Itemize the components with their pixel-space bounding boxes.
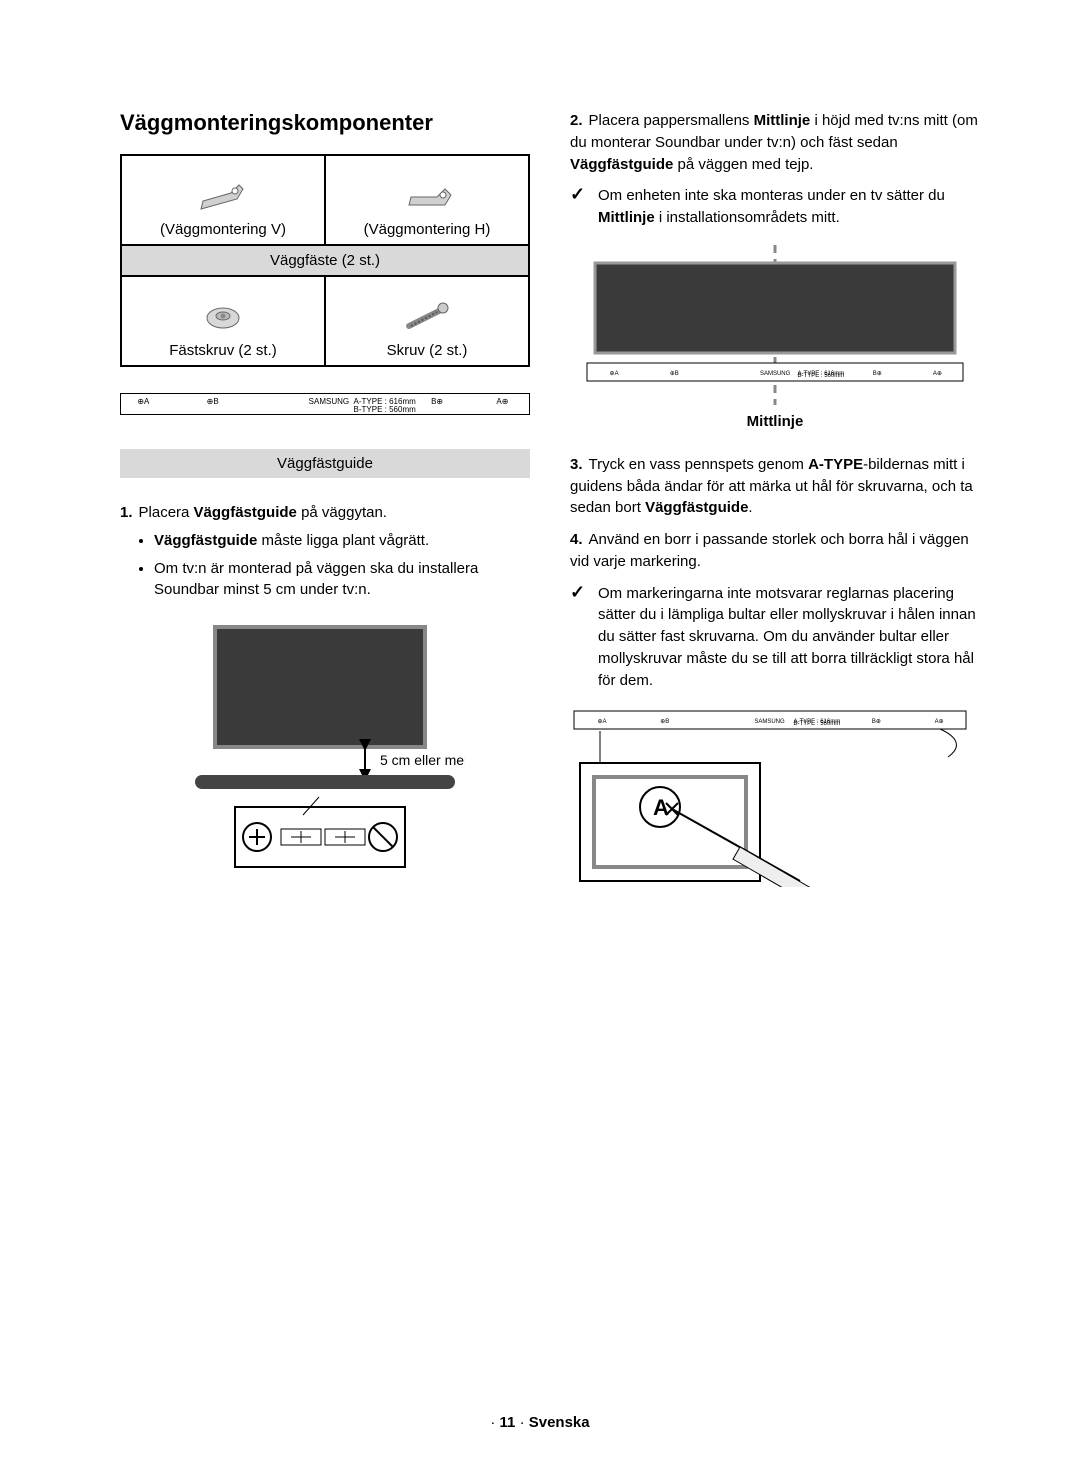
right-column: 2.Placera pappersmallens Mittlinje i höj…: [570, 110, 980, 895]
svg-text:SAMSUNG: SAMSUNG: [754, 719, 785, 725]
svg-text:A⊕: A⊕: [933, 371, 942, 377]
screw-icon: [397, 296, 457, 336]
guide-mark: B-TYPE : 560mm: [354, 405, 416, 414]
step-number: 1.: [120, 504, 133, 521]
page-footer: · 11 · Svenska: [0, 1414, 1080, 1431]
step-text: Placera pappersmallens Mittlinje i höjd …: [570, 112, 978, 173]
step-number: 3.: [570, 456, 583, 473]
step-3: 3.Tryck en vass pennspets genom A-TYPE-b…: [570, 454, 980, 519]
step-2: 2.Placera pappersmallens Mittlinje i höj…: [570, 110, 980, 175]
guide-strip-label: Väggfästguide: [120, 449, 530, 478]
check-note-2: ✓ Om markeringarna inte motsvarar reglar…: [570, 583, 980, 692]
step-text: Tryck en vass pennspets genom A-TYPE-bil…: [570, 456, 973, 517]
svg-text:B⊕: B⊕: [872, 719, 881, 725]
component-label: Fästskruv (2 st.): [169, 342, 277, 359]
step-list-right-top: 2.Placera pappersmallens Mittlinje i höj…: [570, 110, 980, 175]
figure-mittlinje: ⊕A⊕BSAMSUNGA-TYPE : 616mmB-TYPE : 560mmB…: [570, 245, 980, 405]
component-cell-fastskruv: Fästskruv (2 st.): [121, 276, 325, 366]
guide-mark: SAMSUNG: [309, 397, 349, 406]
washer-screw-icon: [193, 296, 253, 336]
svg-text:SAMSUNG: SAMSUNG: [760, 371, 791, 377]
step-1: 1. Placera Väggfästguide på väggytan. Väg…: [120, 502, 530, 601]
guide-mark: ⊕A: [137, 397, 149, 406]
component-label: Skruv (2 st.): [387, 342, 468, 359]
component-cell-skruv: Skruv (2 st.): [325, 276, 529, 366]
check-text: Om enheten inte ska monteras under en tv…: [598, 185, 980, 229]
bracket-h-icon: [397, 175, 457, 215]
components-header: Väggfäste (2 st.): [121, 245, 529, 276]
guide-mark: ⊕B: [207, 397, 219, 406]
step-number: 2.: [570, 112, 583, 129]
svg-text:B-TYPE : 560mm: B-TYPE : 560mm: [798, 373, 845, 379]
figure-caption: Mittlinje: [570, 413, 980, 430]
check-icon: ✓: [570, 185, 588, 229]
step-text: Använd en borr i passande storlek och bo…: [570, 531, 969, 570]
check-icon: ✓: [570, 583, 588, 692]
svg-text:⊕A: ⊕A: [598, 719, 607, 725]
component-cell-mount-v: (Väggmontering V): [121, 155, 325, 245]
step-4: 4.Använd en borr i passande storlek och …: [570, 529, 980, 573]
svg-text:A⊕: A⊕: [935, 719, 944, 725]
svg-text:⊕A: ⊕A: [610, 371, 619, 377]
step-bullet: Väggfästguide måste ligga plant vågrätt.: [154, 530, 530, 552]
component-cell-mount-h: (Väggmontering H): [325, 155, 529, 245]
svg-text:B-TYPE : 560mm: B-TYPE : 560mm: [794, 721, 841, 727]
page-columns: Väggmonteringskomponenter (Väggmontering…: [120, 110, 980, 895]
step-text: Placera Väggfästguide på väggytan.: [139, 504, 387, 521]
bracket-v-icon: [193, 175, 253, 215]
svg-text:A: A: [653, 795, 669, 820]
check-note-1: ✓ Om enheten inte ska monteras under en …: [570, 185, 980, 229]
svg-text:⊕B: ⊕B: [660, 719, 669, 725]
svg-text:⊕B: ⊕B: [670, 371, 679, 377]
left-column: Väggmonteringskomponenter (Väggmontering…: [120, 110, 530, 895]
svg-text:B⊕: B⊕: [873, 371, 882, 377]
component-label: (Väggmontering H): [364, 221, 491, 238]
step-number: 4.: [570, 531, 583, 548]
step-list-right-mid: 3.Tryck en vass pennspets genom A-TYPE-b…: [570, 454, 980, 573]
components-table: (Väggmontering V) (Väggmontering H) Vägg…: [120, 154, 530, 367]
step-bullet: Om tv:n är monterad på väggen ska du ins…: [154, 558, 530, 602]
check-text: Om markeringarna inte motsvarar reglarna…: [598, 583, 980, 692]
fig-label: 5 cm eller mer: [380, 752, 465, 768]
guide-mark: B⊕: [431, 397, 443, 406]
component-label: (Väggmontering V): [160, 221, 286, 238]
guide-strip: ⊕A⊕BSAMSUNGA-TYPE : 616mmB-TYPE : 560mmB…: [120, 393, 530, 415]
step-list-left: 1. Placera Väggfästguide på väggytan. Väg…: [120, 502, 530, 601]
section-title: Väggmonteringskomponenter: [120, 110, 530, 136]
guide-mark: A⊕: [496, 397, 508, 406]
figure-pen-mark: ⊕A⊕BSAMSUNGA-TYPE : 616mmB-TYPE : 560mmB…: [570, 707, 980, 887]
figure-tv-soundbar: 5 cm eller mer: [120, 617, 530, 877]
